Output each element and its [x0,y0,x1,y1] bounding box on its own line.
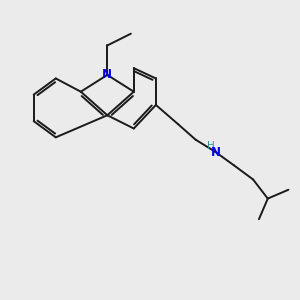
Text: H: H [207,141,215,151]
Text: N: N [211,146,221,159]
Text: N: N [102,68,112,81]
